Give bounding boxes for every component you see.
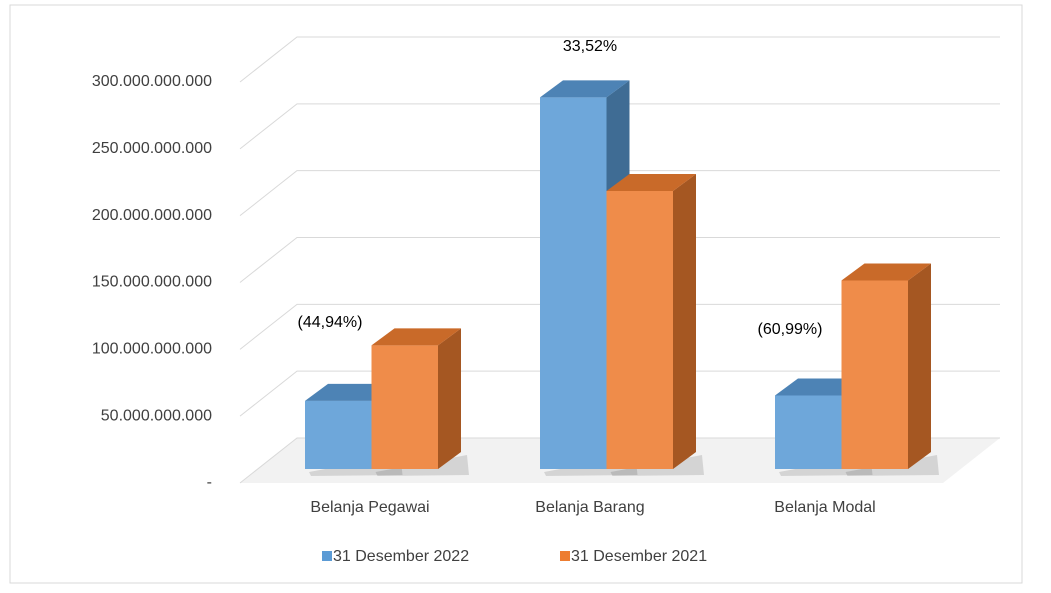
bar-top: [371, 328, 461, 346]
bar-side: [438, 328, 461, 469]
bar-top-shade: [371, 328, 461, 346]
bar-top: [606, 173, 696, 191]
grid-line: [239, 103, 1000, 150]
bar-front-shade: [841, 280, 908, 469]
bar-front-shade: [606, 190, 673, 469]
bar-front: [841, 280, 908, 469]
legend-label: 31 Desember 2022: [333, 548, 469, 565]
bar-front-shade: [775, 395, 842, 469]
bar-front: [371, 345, 438, 469]
annotation: 33,52%: [563, 38, 617, 55]
x-tick-label: Belanja Barang: [535, 499, 644, 516]
bar-front: [540, 97, 607, 469]
y-tick-label: -: [207, 474, 212, 491]
annotation: (60,99%): [758, 321, 823, 338]
bar-front: [775, 395, 842, 469]
y-tick-label: 100.000.000.000: [92, 341, 212, 358]
bar-front: [606, 190, 673, 469]
grid-line: [239, 437, 1000, 484]
y-tick-label: 50.000.000.000: [101, 407, 212, 424]
bar-top: [841, 263, 931, 281]
grid-line: [239, 237, 1000, 283]
bar-top-shade: [841, 263, 931, 281]
bar-side-shade: [438, 328, 461, 469]
grid-line: [239, 36, 1000, 83]
bar-top-shade: [540, 80, 630, 98]
y-tick-label: 200.000.000.000: [92, 207, 212, 224]
grid-line: [239, 170, 1000, 217]
bar: [606, 173, 704, 476]
x-tick-label: Belanja Pegawai: [310, 499, 429, 516]
grid-line: [239, 303, 1000, 350]
bar-front-shade: [371, 345, 438, 469]
bar-front-shade: [305, 400, 372, 469]
bar-top-shade: [606, 173, 696, 191]
y-tick-label: 300.000.000.000: [92, 73, 212, 90]
grid-line: [239, 370, 1000, 417]
bar-side-shade: [908, 263, 931, 469]
bar-side: [673, 173, 696, 469]
bar-front: [305, 400, 372, 469]
bar-top: [540, 80, 630, 98]
bar-side: [908, 263, 931, 469]
bar: [841, 263, 939, 476]
y-tick-label: 250.000.000.000: [92, 140, 212, 157]
legend-swatch: [322, 551, 332, 561]
legend-label: 31 Desember 2021: [571, 548, 707, 565]
bar: [371, 328, 469, 476]
annotation: (44,94%): [298, 314, 363, 331]
y-tick-label: 150.000.000.000: [92, 274, 212, 291]
x-tick-label: Belanja Modal: [774, 499, 875, 516]
bar-side-shade: [673, 173, 696, 469]
legend-swatch: [560, 551, 570, 561]
bar-front-shade: [540, 97, 607, 469]
